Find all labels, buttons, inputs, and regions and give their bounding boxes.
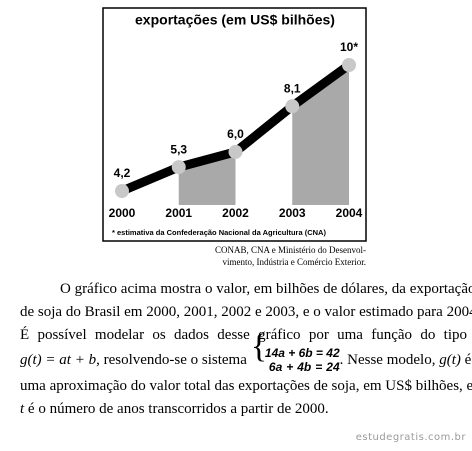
paragraph-line: uma aproximação do valor total das expor… (20, 378, 472, 394)
chart-footnote: * estimativa da Confederação Nacional da… (112, 228, 326, 237)
function-expression: g(t) (439, 352, 461, 368)
x-tick-label: 2000 (109, 206, 136, 220)
chart: exportações (em US$ bilhões) * estimativ… (102, 7, 367, 242)
x-tick-label: 2004 (336, 206, 363, 220)
watermark: estudegratis.com.br (355, 432, 466, 443)
value-label: 4,2 (114, 166, 131, 180)
variable: t (20, 401, 25, 417)
text-fragment: é (460, 352, 472, 368)
text-fragment: , resolvendo-se o sistema (96, 352, 247, 368)
paragraph-line: É possível modelar os dados desse gráfic… (20, 327, 467, 343)
equation: 6a + 4b = 24 (268, 360, 340, 374)
x-tick-label: 2003 (279, 206, 306, 220)
x-tick-label: 2001 (165, 206, 192, 220)
data-point (115, 184, 129, 198)
chart-title: exportações (em US$ bilhões) (135, 12, 335, 28)
text-fragment: é o número de anos transcorridos a parti… (24, 401, 329, 417)
data-point (342, 58, 356, 72)
value-label: 6,0 (227, 127, 244, 141)
value-label: 5,3 (170, 142, 187, 156)
paragraph-line: t é o número de anos transcorridos a par… (20, 400, 467, 418)
paragraph-line: O gráfico acima mostra o valor, em bilhõ… (60, 281, 472, 297)
text-fragment: . Nesse modelo, (339, 352, 440, 368)
function-expression: g(t) = at + b (20, 352, 97, 368)
x-tick-label: 2002 (222, 206, 249, 220)
paragraph-line: de soja do Brasil em 2000, 2001, 2002 e … (20, 304, 472, 320)
source-line: CONAB, CNA e Ministério do Desenvol- (215, 245, 366, 255)
data-point (285, 99, 300, 114)
paragraph-line: g(t) = at + b , resolvendo-se o sistema … (20, 340, 471, 377)
data-point (228, 144, 243, 159)
value-label: 10* (340, 40, 358, 54)
source-line: vimento, Indústria e Comércio Exterior. (222, 257, 366, 267)
data-point (171, 160, 186, 175)
equation-system: 14a + 6b = 42 6a + 4b = 24 (251, 340, 340, 374)
value-label: 8,1 (284, 81, 301, 95)
equation: 14a + 6b = 42 (264, 346, 340, 360)
